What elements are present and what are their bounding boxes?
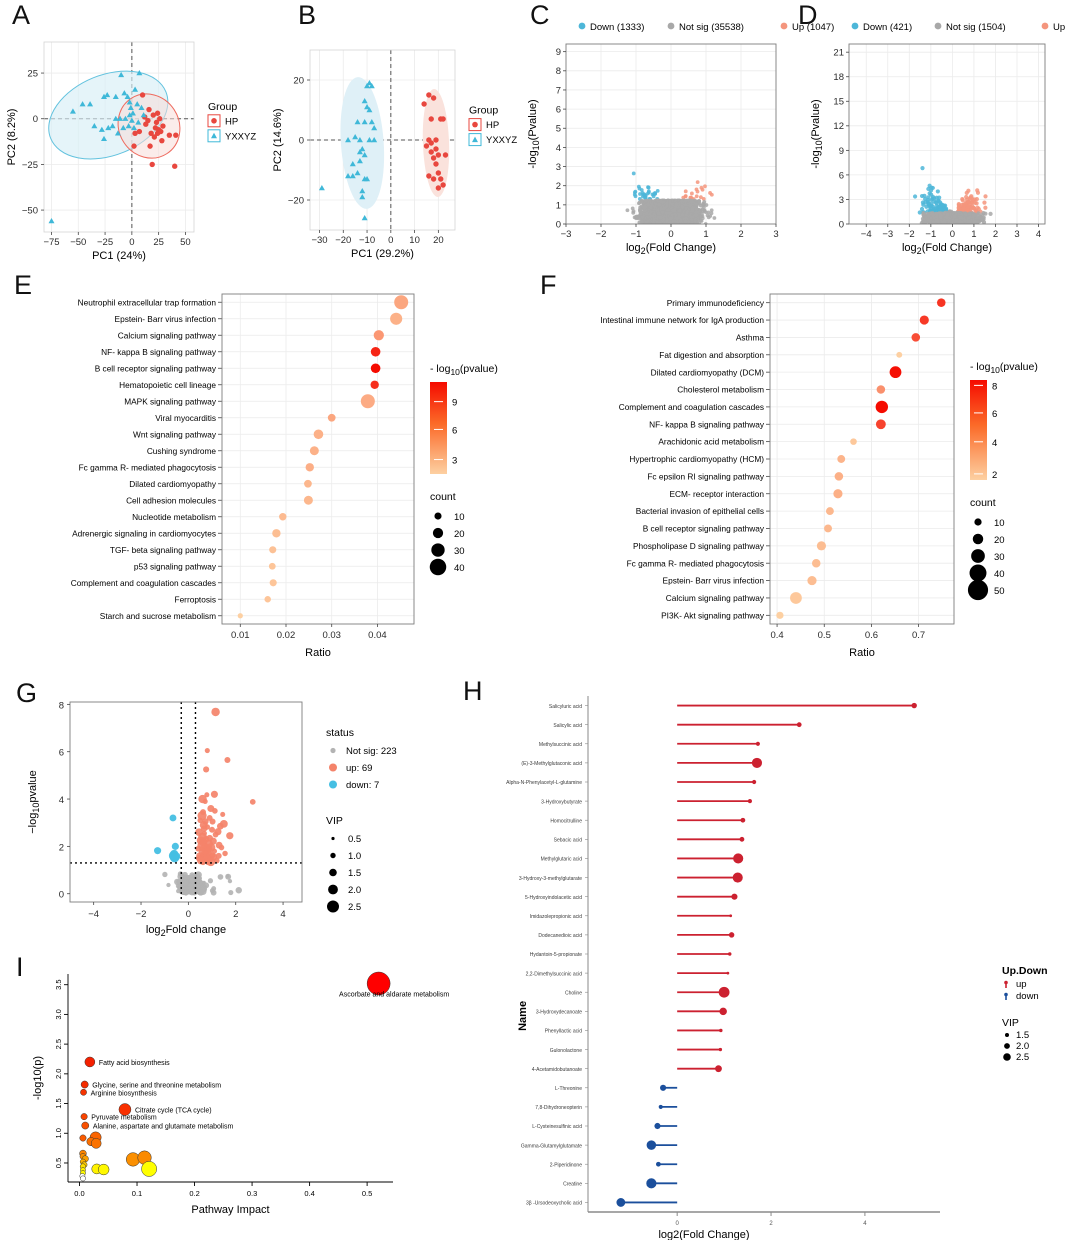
- svg-text:−3: −3: [561, 229, 572, 240]
- svg-text:Up (1047): Up (1047): [792, 22, 834, 33]
- panel-e-chart: Neutrophil extracellular trap formationE…: [71, 293, 498, 659]
- panel-d-label: D: [798, 0, 818, 30]
- panel-d: D −4 −3 −2 −1 0 1 2 3 4 0 3 6 9 12 15 18 21 log2(Fold Cha…: [793, 0, 1065, 262]
- svg-text:8: 8: [556, 66, 561, 77]
- svg-text:−75: −75: [43, 237, 59, 248]
- svg-text:3: 3: [556, 162, 561, 173]
- panel-h-label: H: [463, 676, 483, 706]
- panel-g: G −4 −2 0 2 4 0 2 4 6 8 log2Fold change −log10pvalu…: [0, 674, 440, 954]
- svg-text:−25: −25: [97, 237, 113, 248]
- svg-text:Group: Group: [208, 101, 237, 113]
- svg-text:-log10(Pvalue): -log10(Pvalue): [527, 99, 541, 168]
- svg-text:−20: −20: [335, 235, 351, 246]
- svg-text:0: 0: [388, 235, 393, 246]
- svg-text:0: 0: [129, 237, 134, 248]
- svg-text:0: 0: [299, 135, 304, 146]
- panel-a-chart: −75 −50 −25 0 25 50 25 0 −25 −50 PC1 (24%) PC2 (8.2…: [6, 41, 256, 262]
- svg-text:25: 25: [27, 68, 38, 79]
- svg-text:4: 4: [556, 143, 561, 154]
- svg-text:Down (1333): Down (1333): [590, 22, 644, 33]
- svg-text:3: 3: [773, 229, 778, 240]
- panel-c-label: C: [530, 0, 550, 30]
- svg-text:6: 6: [556, 105, 561, 116]
- svg-text:2: 2: [556, 181, 561, 192]
- svg-text:0: 0: [668, 229, 673, 240]
- svg-text:−1: −1: [631, 229, 642, 240]
- panel-f: F Primary immunodeficiency Intestinal imm…: [532, 262, 1065, 674]
- panel-a-label: A: [12, 0, 31, 30]
- svg-text:5: 5: [556, 124, 561, 135]
- svg-text:HP: HP: [486, 120, 499, 131]
- svg-text:PC1 (24%): PC1 (24%): [92, 250, 146, 262]
- svg-text:7: 7: [556, 85, 561, 96]
- svg-text:1: 1: [703, 229, 708, 240]
- svg-text:2: 2: [738, 229, 743, 240]
- svg-text:log2(Fold Change): log2(Fold Change): [626, 242, 716, 256]
- panel-b-label: B: [298, 0, 317, 30]
- svg-text:−10: −10: [359, 235, 375, 246]
- svg-text:0: 0: [556, 219, 561, 230]
- panel-i: I Ascorbate and aldarate metabolism Fatty…: [0, 954, 455, 1240]
- panel-e: E Neutrophil extracellular trap formatio…: [0, 262, 532, 674]
- svg-text:PC2 (14.6%): PC2 (14.6%): [272, 109, 284, 172]
- svg-text:0: 0: [33, 114, 38, 125]
- svg-text:PC1 (29.2%): PC1 (29.2%): [351, 248, 414, 260]
- svg-text:Group: Group: [469, 105, 498, 117]
- svg-text:YXXYZ: YXXYZ: [486, 135, 517, 146]
- svg-text:10: 10: [409, 235, 420, 246]
- svg-text:−20: −20: [288, 195, 304, 206]
- panel-a: A −75 −50 −25 0 25 50 25 0 −25 −50 PC1 (24%) PC2 (8…: [0, 0, 265, 263]
- svg-text:−2: −2: [596, 229, 607, 240]
- panel-h: H Salicyluric acid Salicylic acid Methylsu…: [455, 674, 1065, 1240]
- svg-text:1: 1: [556, 200, 561, 211]
- svg-text:9: 9: [556, 47, 561, 58]
- panel-e-label: E: [14, 270, 33, 300]
- panel-g-label: G: [16, 678, 38, 708]
- svg-text:PC2 (8.2%): PC2 (8.2%): [6, 109, 18, 166]
- svg-text:20: 20: [433, 235, 444, 246]
- svg-text:−30: −30: [311, 235, 327, 246]
- svg-text:25: 25: [153, 237, 164, 248]
- panel-c: C −3 −2 −1 0 1 2 3 0 1 2 3 4 5 6 7 8 9 log2(Fold Change) -…: [516, 0, 834, 262]
- panel-f-label: F: [540, 270, 557, 300]
- svg-text:HP: HP: [225, 116, 238, 127]
- panel-i-label: I: [16, 952, 24, 982]
- svg-text:50: 50: [180, 237, 191, 248]
- svg-text:−50: −50: [22, 205, 38, 216]
- svg-text:YXXYZ: YXXYZ: [225, 131, 256, 142]
- svg-text:20: 20: [293, 75, 304, 86]
- panel-c-chart: −3 −2 −1 0 1 2 3 0 1 2 3 4 5 6 7 8 9 log2(Fold Change) -lo…: [527, 22, 834, 256]
- svg-text:−50: −50: [70, 237, 86, 248]
- panel-b: B −30 −20 −10 0 10 20 20 0 −20 PC1 (29.2%) PC2 (14…: [268, 0, 518, 262]
- svg-text:Not sig (35538): Not sig (35538): [679, 22, 744, 33]
- svg-text:−25: −25: [22, 160, 38, 171]
